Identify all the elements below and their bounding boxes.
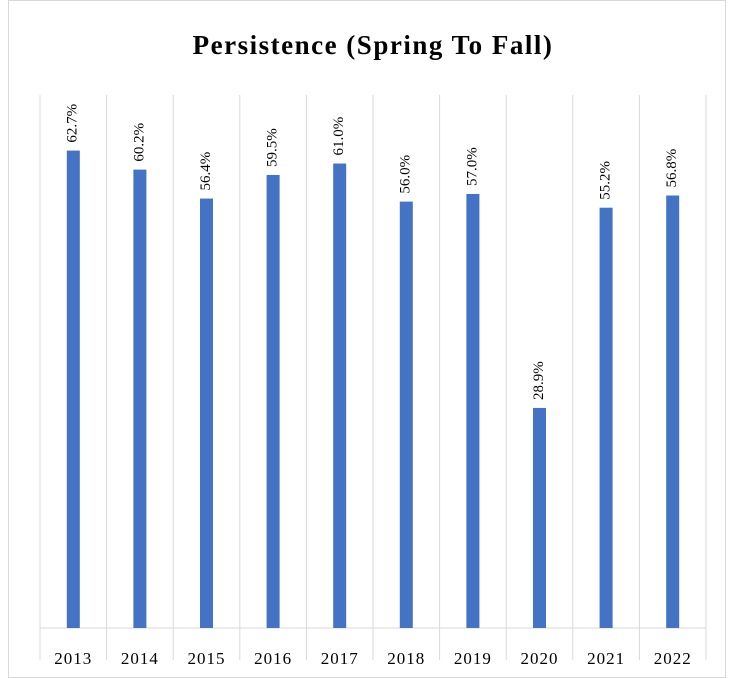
bar	[599, 207, 613, 629]
bar	[333, 163, 347, 628]
bar	[666, 195, 680, 628]
chart-title: Persistence (Spring To Fall)	[193, 30, 554, 60]
bar	[466, 193, 480, 628]
bar	[133, 169, 147, 628]
x-tick-label: 2021	[587, 649, 625, 668]
data-label: 56.8%	[664, 149, 680, 188]
bar	[266, 174, 280, 628]
x-tick-label: 2022	[654, 649, 692, 668]
data-label: 61.0%	[331, 117, 347, 156]
x-tick-label: 2017	[321, 649, 359, 668]
data-label: 55.2%	[598, 161, 614, 200]
x-tick-label: 2014	[121, 649, 159, 668]
data-label: 59.5%	[265, 128, 281, 167]
data-label: 56.0%	[398, 155, 414, 194]
bar	[200, 198, 213, 628]
data-label: 60.2%	[131, 123, 147, 162]
x-tick-label: 2019	[454, 649, 492, 668]
x-tick-label: 2020	[521, 649, 559, 668]
bar	[66, 150, 80, 628]
data-label: 28.9%	[531, 361, 547, 400]
data-label: 57.0%	[464, 147, 480, 186]
x-tick-label: 2018	[387, 649, 425, 668]
bar	[533, 407, 546, 628]
data-label: 56.4%	[198, 152, 214, 191]
x-tick-label: 2015	[188, 649, 226, 668]
bar	[399, 201, 413, 628]
x-tick-label: 2016	[254, 649, 292, 668]
data-label: 62.7%	[65, 104, 81, 143]
chart-border	[8, 0, 726, 678]
x-tick-label: 2013	[54, 649, 92, 668]
